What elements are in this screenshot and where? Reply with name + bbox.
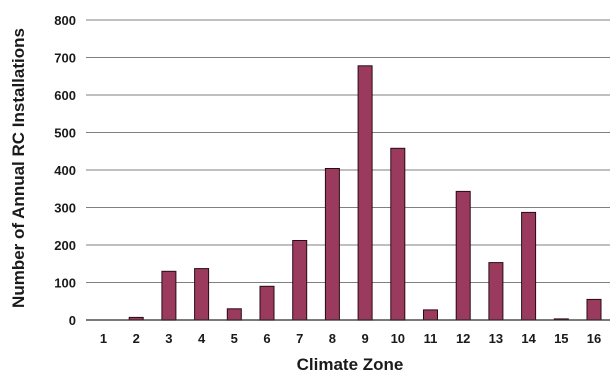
y-tick-label: 100 [54,276,76,291]
bars [128,65,602,321]
x-tick-label: 8 [329,331,336,346]
y-axis-ticks: 0 100 200 300 400 500 600 700 800 [54,13,76,328]
y-tick-label: 200 [54,238,76,253]
bar-zone-16 [586,298,602,321]
x-tick-label: 9 [361,331,368,346]
x-tick-label: 13 [489,331,503,346]
bar-zone-10 [390,147,406,321]
bar-zone-6 [259,285,275,321]
x-tick-label: 11 [424,331,438,346]
y-tick-label: 300 [54,201,76,216]
bar-zone-3 [161,270,177,321]
x-tick-label: 4 [198,331,206,346]
x-tick-label: 14 [521,331,536,346]
bar-zone-11 [423,309,438,321]
x-tick-label: 1 [100,331,107,346]
x-axis-title: Climate Zone [297,355,404,374]
y-tick-label: 500 [54,126,76,141]
x-tick-label: 16 [587,331,601,346]
bar-zone-4 [194,268,210,321]
y-tick-label: 800 [54,13,76,28]
bar-zone-5 [226,308,242,321]
x-axis-ticks: 1 2 3 4 5 6 7 8 9 10 11 12 13 14 15 16 [100,331,601,346]
y-tick-label: 600 [54,88,76,103]
x-tick-label: 6 [263,331,270,346]
x-tick-label: 3 [165,331,172,346]
y-tick-label: 700 [54,51,76,66]
x-tick-label: 2 [133,331,140,346]
bar-zone-14 [521,211,537,321]
x-tick-label: 15 [554,331,568,346]
y-axis-title: Number of Annual RC Installations [9,28,28,308]
x-tick-label: 5 [231,331,238,346]
x-tick-label: 7 [296,331,303,346]
bar-zone-7 [292,240,308,321]
y-tick-label: 0 [69,313,76,328]
gridlines [86,19,610,283]
y-tick-label: 400 [54,163,76,178]
x-tick-label: 12 [456,331,470,346]
bar-zone-12 [455,190,471,321]
x-tick-label: 10 [391,331,405,346]
bar-zone-8 [324,168,340,321]
bar-zone-9 [357,65,373,321]
bar-zone-13 [488,262,504,321]
